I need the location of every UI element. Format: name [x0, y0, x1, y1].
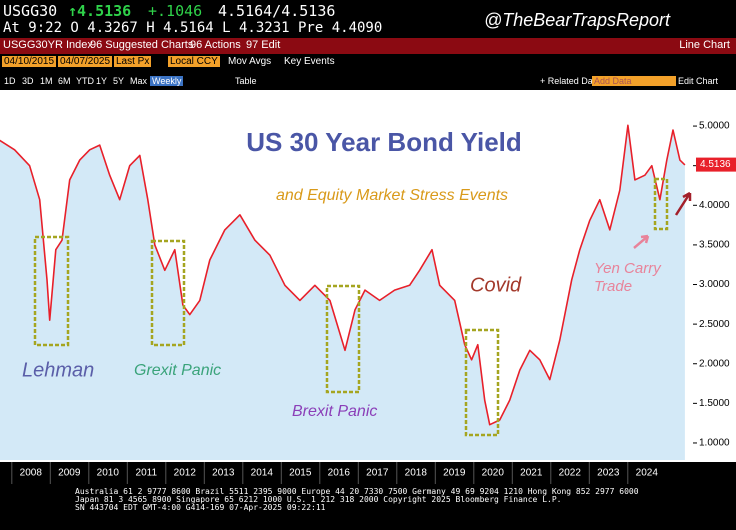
ticker: USGG30	[3, 2, 58, 20]
watermark: @TheBearTrapsReport	[484, 10, 671, 30]
period[interactable]: 3D	[22, 76, 34, 86]
field[interactable]: 04/10/2015	[2, 56, 57, 67]
x-tick-label: 2015	[289, 468, 312, 479]
x-tick-label: 2008	[20, 468, 43, 479]
change: +.1046	[148, 2, 203, 20]
y-tick-label: 1.5000	[699, 398, 730, 409]
y-tick-label: 1.0000	[699, 438, 730, 449]
tool[interactable]: + Related Dat	[540, 76, 596, 86]
last-value-tag	[696, 157, 736, 172]
y-tick-label: 4.0000	[699, 200, 730, 211]
menu-item[interactable]: 97 Edit	[246, 39, 281, 51]
x-tick-label: 2016	[328, 468, 351, 479]
y-axis-panel	[693, 90, 736, 462]
footer-line: Japan 81 3 4565 8900 Singapore 65 6212 1…	[75, 495, 562, 504]
y-tick-label: 2.5000	[699, 319, 730, 330]
chart-subtitle: and Equity Market Stress Events	[276, 187, 508, 204]
period[interactable]: 5Y	[113, 76, 125, 86]
bid-ask: 4.5164/4.5136	[218, 2, 336, 20]
x-axis: 2008 2009 2010 2011 2012 2013 2014 2015 2016 2017…	[11, 462, 659, 484]
last-value-label: 4.5136	[700, 159, 731, 170]
event-box	[325, 284, 361, 394]
area-fill	[0, 125, 685, 460]
period[interactable]: 1Y	[96, 76, 108, 86]
y-tick-label: 3.5000	[699, 240, 730, 251]
annotation: Brexit Panic	[292, 403, 377, 420]
x-tick-label: 2024	[636, 468, 659, 479]
annotation: Covid	[470, 274, 522, 296]
x-tick-label: 2019	[443, 468, 466, 479]
y-tick-label: 2.0000	[699, 358, 730, 369]
x-tick-label: 2010	[97, 468, 120, 479]
x-tick-label: 2012	[174, 468, 197, 479]
x-tick-label: 2014	[251, 468, 274, 479]
annotation: Grexit Panic	[134, 362, 221, 379]
field[interactable]: Local CCY	[168, 56, 220, 67]
x-tick-label: 2022	[559, 468, 582, 479]
y-tick-label: 5.0000	[699, 121, 730, 132]
annotation: Trade	[594, 278, 632, 295]
chart-type[interactable]: Line Chart	[679, 39, 730, 51]
x-tick-label: 2013	[212, 468, 235, 479]
menu-bar	[0, 38, 736, 54]
chart-title: US 30 Year Bond Yield	[246, 127, 522, 157]
x-tick-label: 2021	[520, 468, 543, 479]
event-box	[653, 177, 669, 231]
period[interactable]: Max	[130, 76, 148, 86]
arrow	[633, 234, 650, 249]
tool[interactable]: Add Data	[592, 76, 676, 86]
period[interactable]: 6M	[58, 76, 71, 86]
event-box	[464, 328, 500, 437]
tool[interactable]: Edit Chart	[678, 76, 719, 86]
field[interactable]: Last Px	[114, 56, 152, 67]
period[interactable]: Weekly	[150, 76, 184, 86]
x-tick-label: 2009	[58, 468, 81, 479]
series-line	[0, 124, 686, 426]
menu-item[interactable]: 96 Actions	[190, 39, 241, 51]
annotation: Yen Carry	[594, 260, 662, 277]
arrow	[674, 191, 692, 216]
x-tick-label: 2018	[405, 468, 428, 479]
period[interactable]: 1M	[40, 76, 53, 86]
field[interactable]: 04/07/2025	[58, 56, 113, 67]
chart: 1.0000 1.5000 2.0000 2.5000 3.0000 3.5000 4.00…	[0, 90, 736, 462]
period[interactable]: YTD	[76, 76, 94, 86]
menu-item[interactable]: 96 Suggested Charts	[90, 39, 194, 51]
footer-line: SN 443704 EDT GMT-4:00 G414-169 07-Apr-2…	[75, 503, 326, 512]
footer-line: Australia 61 2 9777 8600 Brazil 5511 239…	[75, 487, 639, 496]
quote-line: At 9:22 O 4.3267 H 4.5164 L 4.3231 Pre 4…	[3, 20, 383, 36]
x-tick-label: 2011	[136, 468, 158, 479]
period[interactable]: Table	[235, 76, 257, 86]
field[interactable]: Mov Avgs	[228, 56, 272, 67]
x-tick-label: 2023	[597, 468, 620, 479]
event-box	[150, 239, 186, 347]
event-box	[33, 235, 70, 347]
y-tick-label: 3.0000	[699, 279, 730, 290]
annotation: Lehman	[22, 359, 94, 381]
field[interactable]: Key Events	[284, 56, 335, 67]
x-tick-label: 2017	[366, 468, 389, 479]
x-tick-label: 2020	[482, 468, 505, 479]
menu-item[interactable]: USGG30YR Index	[3, 39, 93, 51]
last-price: ↑4.5136	[68, 2, 132, 20]
period[interactable]: 1D	[4, 76, 16, 86]
